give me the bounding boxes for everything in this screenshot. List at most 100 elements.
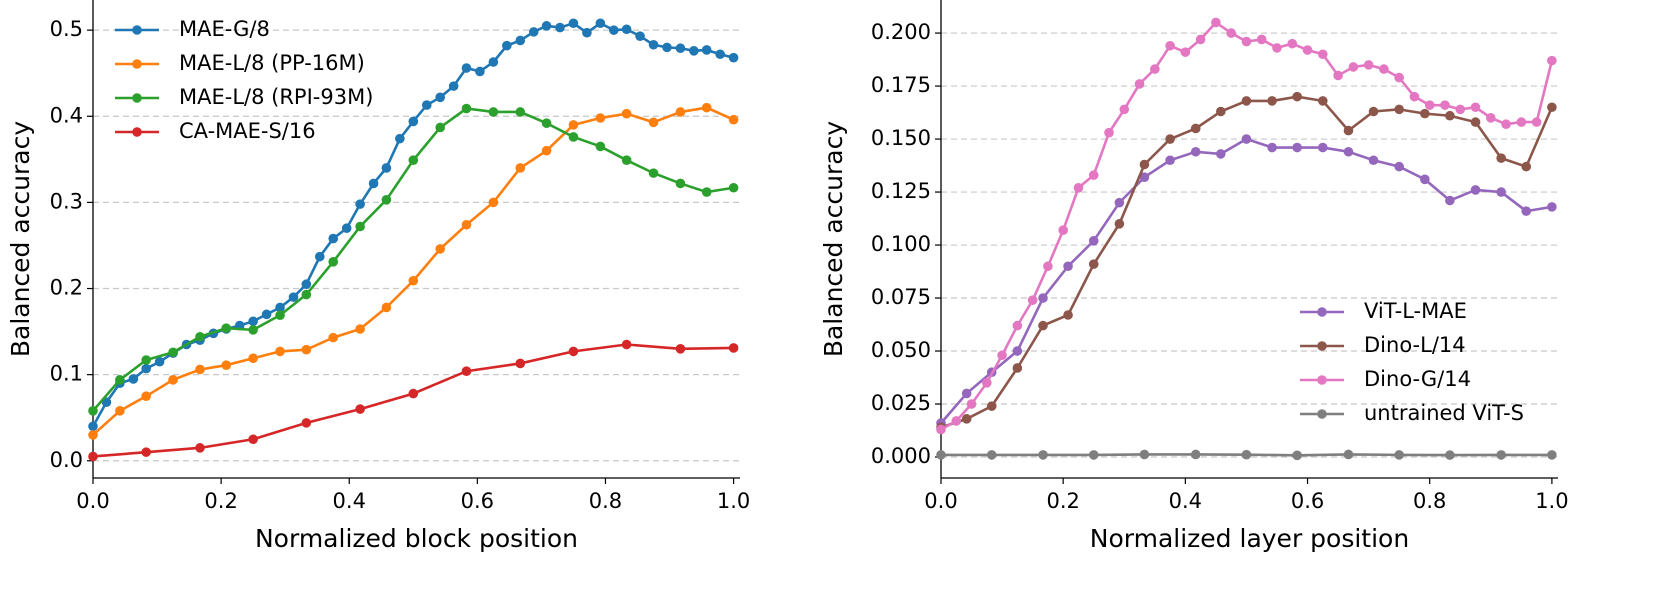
data-point	[328, 332, 339, 343]
data-point	[1420, 108, 1430, 119]
data-point	[1043, 261, 1053, 272]
data-point	[541, 21, 552, 31]
data-point	[715, 49, 725, 60]
x-tick-label: 1.0	[1535, 489, 1568, 513]
legend-marker	[132, 25, 142, 35]
data-point	[502, 40, 512, 51]
data-point	[1445, 450, 1455, 460]
data-point	[221, 360, 232, 370]
data-point	[1027, 295, 1038, 305]
data-point	[408, 388, 419, 399]
data-point	[986, 401, 997, 411]
data-point	[1063, 310, 1073, 320]
data-point	[195, 443, 205, 453]
y-tick-label: 0.5	[50, 17, 83, 41]
data-point	[675, 178, 686, 189]
x-tick-label: 0.4	[333, 489, 366, 513]
data-point	[1496, 153, 1506, 163]
data-point	[515, 358, 526, 369]
data-point	[408, 155, 419, 165]
x-tick-label: 0.2	[1046, 489, 1079, 513]
data-point	[1038, 450, 1048, 460]
data-point	[1333, 70, 1343, 81]
data-point	[301, 279, 312, 290]
data-point	[408, 275, 419, 286]
x-tick-label: 0.0	[924, 489, 957, 513]
legend-label: CA-MAE-S/16	[179, 119, 316, 143]
data-point	[1190, 123, 1201, 134]
data-point	[195, 331, 205, 342]
data-point	[515, 163, 526, 173]
data-point	[1394, 161, 1404, 172]
data-point	[141, 355, 151, 365]
data-point	[195, 364, 205, 375]
data-point	[248, 316, 258, 327]
data-point	[568, 346, 579, 357]
x-axis-label: Normalized layer position	[1090, 524, 1409, 553]
data-point	[1292, 450, 1302, 461]
data-point	[115, 406, 125, 416]
data-point	[88, 430, 98, 440]
x-tick-label: 0.8	[1413, 489, 1446, 513]
data-point	[568, 18, 579, 29]
data-point	[1241, 134, 1252, 144]
data-point	[1420, 174, 1430, 185]
y-tick-label: 0.175	[871, 73, 931, 97]
data-point	[1114, 219, 1125, 229]
legend-marker	[1317, 341, 1327, 351]
data-point	[1470, 185, 1481, 195]
data-point	[1104, 127, 1114, 138]
data-point	[1394, 72, 1404, 83]
data-point	[1409, 91, 1420, 102]
data-point	[951, 416, 962, 426]
data-point	[1486, 113, 1496, 123]
y-tick-label: 0.4	[50, 103, 83, 127]
data-point	[1470, 117, 1481, 127]
data-point	[88, 421, 98, 432]
y-tick-label: 0.125	[871, 179, 931, 203]
y-tick-label: 0.100	[871, 232, 931, 256]
data-point	[621, 24, 632, 35]
data-point	[1088, 450, 1099, 460]
data-point	[1038, 293, 1048, 303]
data-point	[168, 347, 178, 358]
data-point	[1063, 261, 1073, 272]
data-point	[368, 178, 379, 189]
data-point	[595, 141, 606, 152]
legend-label: untrained ViT-S	[1364, 401, 1524, 425]
data-point	[982, 378, 992, 388]
data-point	[1139, 449, 1150, 460]
data-point	[621, 155, 632, 165]
data-point	[1180, 47, 1191, 57]
data-point	[1292, 91, 1302, 102]
data-point	[141, 363, 151, 374]
data-point	[1012, 346, 1023, 356]
data-point	[701, 187, 712, 197]
data-point	[341, 223, 352, 234]
data-point	[88, 451, 98, 462]
data-point	[381, 163, 392, 173]
data-point	[381, 302, 392, 313]
data-point	[1114, 197, 1125, 208]
data-point	[448, 81, 459, 91]
legend-marker	[1317, 375, 1327, 385]
data-point	[1139, 159, 1150, 170]
data-point	[141, 391, 151, 401]
data-point	[1496, 450, 1506, 460]
data-point	[1241, 449, 1252, 460]
data-point	[662, 42, 672, 53]
data-point	[435, 122, 446, 133]
x-tick-label: 0.4	[1169, 489, 1202, 513]
data-point	[1379, 64, 1389, 74]
data-point	[275, 302, 285, 313]
data-point	[675, 43, 686, 54]
data-point	[248, 434, 258, 445]
legend-marker	[132, 93, 142, 103]
data-point	[408, 116, 419, 127]
data-point	[328, 257, 339, 267]
data-point	[1190, 449, 1201, 460]
data-point	[1195, 34, 1206, 45]
data-point	[568, 132, 579, 142]
series-line	[91, 21, 734, 427]
